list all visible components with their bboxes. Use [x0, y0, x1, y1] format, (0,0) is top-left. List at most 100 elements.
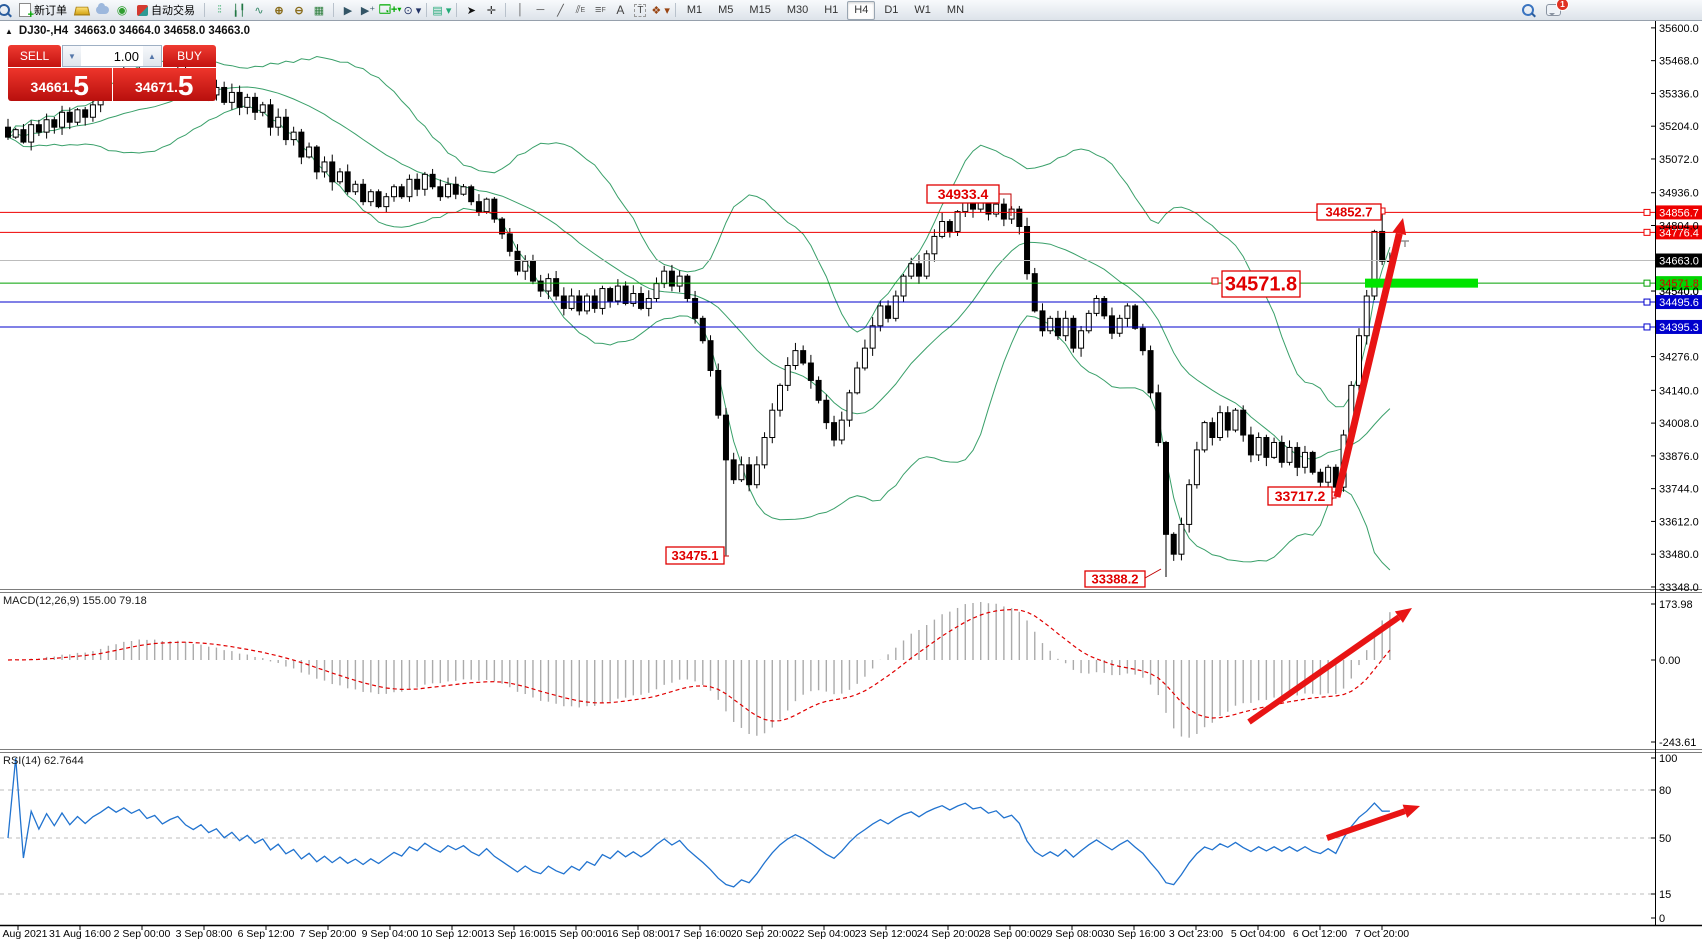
price-tag: 34776.4: [1656, 225, 1702, 240]
svg-text:50: 50: [1659, 833, 1671, 845]
line-chart-icon[interactable]: ∿: [254, 4, 264, 17]
cloud-icon[interactable]: [93, 2, 111, 19]
trend-arrow-macd[interactable]: [1247, 608, 1412, 725]
timeframe-m5[interactable]: M5: [718, 4, 734, 16]
svg-text:6 Sep 12:00: 6 Sep 12:00: [238, 928, 295, 940]
svg-text:9 Sep 04:00: 9 Sep 04:00: [362, 928, 419, 940]
rsi-indicator-label: RSI(14) 62.7644: [3, 755, 84, 767]
zoom-out-icon[interactable]: ⊖: [294, 4, 304, 17]
svg-text:33480.0: 33480.0: [1659, 549, 1699, 561]
sell-button[interactable]: SELL: [8, 45, 61, 67]
svg-text:34663.0: 34663.0: [1659, 256, 1699, 268]
annotation-34571.8[interactable]: 34571.8: [1211, 270, 1301, 298]
crosshair-icon[interactable]: ✛: [486, 4, 497, 17]
annotation-34852.7[interactable]: 34852.7: [1316, 203, 1386, 221]
svg-text:10 Sep 12:00: 10 Sep 12:00: [421, 928, 484, 940]
trend-arrow-rsi[interactable]: [1326, 804, 1420, 841]
shapes-tool-icon[interactable]: ❖ ▾: [651, 4, 670, 17]
timeframe-toolbar: M1 M5 M15 M30 H1 H4 D1 W1 MN: [680, 0, 971, 20]
quick-search-icon[interactable]: [1519, 2, 1537, 19]
svg-text:34540.0: 34540.0: [1659, 286, 1699, 298]
volume-input[interactable]: [81, 46, 143, 66]
annotation-33717.2[interactable]: 33717.2: [1267, 486, 1337, 506]
svg-text:31 Aug 16:00: 31 Aug 16:00: [49, 928, 111, 940]
svg-text:15: 15: [1659, 889, 1671, 901]
timeframe-h4[interactable]: H4: [847, 0, 876, 20]
chart-type-button[interactable]: ▤ ▾: [432, 4, 452, 17]
text-tool-icon[interactable]: A: [616, 3, 625, 17]
chart-shift-icon[interactable]: ▶⁺: [360, 4, 376, 17]
svg-text:35600.0: 35600.0: [1659, 23, 1699, 35]
horizontal-line-tool-icon[interactable]: ─: [536, 4, 545, 16]
volume-decrease-button[interactable]: ▼: [63, 46, 81, 66]
buy-price-display[interactable]: 34671. 5: [112, 68, 216, 101]
svg-text:7 Sep 20:00: 7 Sep 20:00: [300, 928, 357, 940]
rsi-axis: 100 80 50 15 0: [1651, 753, 1677, 925]
toolbar-separator: [456, 3, 458, 17]
price-annotations[interactable]: 34933.4 34852.7 34571.8 33717.2 33475.1 33388…: [665, 184, 1386, 588]
trend-arrows[interactable]: [1247, 218, 1420, 841]
annotation-34933.4[interactable]: 34933.4: [926, 184, 1012, 216]
svg-text:17 Sep 16:00: 17 Sep 16:00: [669, 928, 732, 940]
timeframe-w1[interactable]: W1: [914, 4, 931, 16]
current-bar-marker: [1401, 240, 1409, 247]
fibonacci-tool-icon[interactable]: ≡ F: [595, 4, 606, 16]
trend-arrow-main[interactable]: [1333, 218, 1407, 498]
svg-text:173.98: 173.98: [1659, 599, 1693, 611]
auto-trading-button[interactable]: 自动交易: [132, 2, 200, 19]
cursor-icon[interactable]: ➤: [466, 4, 477, 17]
svg-text:80: 80: [1659, 785, 1671, 797]
svg-text:34395.3: 34395.3: [1659, 322, 1699, 334]
svg-text:30 Aug 2021: 30 Aug 2021: [0, 928, 48, 940]
new-order-label: 新订单: [34, 5, 67, 17]
zoom-in-icon[interactable]: ⊕: [274, 4, 284, 17]
toolbar-separator: [674, 3, 676, 17]
price-axis: 35600.0 35468.0 35336.0 35204.0 35072.0 34936…: [1651, 23, 1699, 594]
channel-tool-icon[interactable]: ⫽ E: [575, 3, 586, 16]
svg-text:34276.0: 34276.0: [1659, 352, 1699, 364]
timeframe-m15[interactable]: M15: [749, 4, 771, 16]
svg-text:34776.4: 34776.4: [1659, 227, 1699, 239]
symbol-name: DJ30-,H4: [18, 25, 69, 37]
svg-text:2 Sep 00:00: 2 Sep 00:00: [114, 928, 171, 940]
svg-text:-243.61: -243.61: [1659, 737, 1696, 749]
svg-text:34856.7: 34856.7: [1659, 207, 1699, 219]
new-order-button[interactable]: 新订单: [14, 2, 72, 21]
gold-ingot-icon[interactable]: [73, 2, 91, 19]
annotation-33475.1[interactable]: 33475.1: [665, 546, 729, 565]
timeframe-m30[interactable]: M30: [786, 4, 809, 16]
collapse-triangle-icon[interactable]: ▲: [5, 26, 13, 36]
buy-button[interactable]: BUY: [163, 45, 216, 67]
buy-price-last-digit: 5: [177, 70, 194, 101]
highlight-trend-segment[interactable]: [1365, 278, 1478, 288]
timeframe-d1[interactable]: D1: [884, 4, 899, 16]
price-tag: 34856.7: [1656, 205, 1702, 220]
volume-increase-button[interactable]: ▲: [143, 46, 161, 66]
text-label-tool-icon[interactable]: T: [631, 2, 649, 19]
toolbar-separator: [333, 3, 334, 17]
svg-text:15 Sep 00:00: 15 Sep 00:00: [545, 928, 608, 940]
svg-text:0.00: 0.00: [1659, 655, 1680, 667]
timeframe-m1[interactable]: M1: [686, 4, 703, 16]
bar-chart-icon[interactable]: ⫶⫶: [217, 3, 222, 16]
sell-price-display[interactable]: 34661. 5: [8, 68, 112, 101]
tile-windows-icon[interactable]: ▦: [313, 4, 325, 17]
auto-scroll-icon[interactable]: ▶: [343, 4, 353, 17]
timeframe-h1[interactable]: H1: [824, 4, 839, 16]
toolbar-separator: [505, 3, 507, 17]
notifications-icon[interactable]: 1: [1544, 0, 1569, 19]
periods-button[interactable]: ⊙ ▾: [403, 4, 422, 17]
candlestick-chart-icon[interactable]: ╽╿: [232, 4, 246, 17]
candlesticks: [5, 64, 1393, 577]
svg-text:28 Sep 00:00: 28 Sep 00:00: [979, 928, 1042, 940]
new-chart-button[interactable]: 🗔+▾: [379, 3, 402, 16]
svg-text:34495.6: 34495.6: [1659, 297, 1699, 309]
search-icon[interactable]: [0, 2, 13, 19]
trendline-tool-icon[interactable]: ╱: [557, 4, 564, 17]
vertical-line-tool-icon[interactable]: │: [516, 4, 524, 16]
timeframe-mn[interactable]: MN: [946, 4, 965, 16]
annotation-33388.2[interactable]: 33388.2: [1084, 568, 1162, 588]
broadcast-icon[interactable]: ◉: [116, 3, 128, 17]
